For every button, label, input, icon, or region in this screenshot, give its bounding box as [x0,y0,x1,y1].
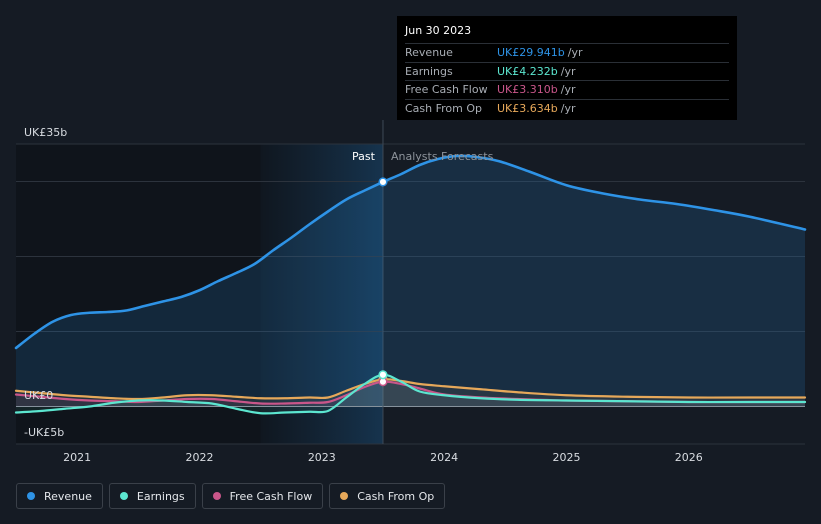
legend-label: Free Cash Flow [229,489,313,503]
x-tick-label: 2022 [185,451,213,464]
cfo-line [14,378,807,401]
earnings-marker [378,370,388,380]
highlight-region [260,144,383,444]
tooltip-value: UK£29.941b [497,46,565,60]
tooltip-label: Cash From Op [405,101,483,115]
revenue-marker [378,177,388,187]
legend-revenue[interactable]: Revenue [16,483,103,509]
series-lines [14,154,807,415]
legend: Revenue Earnings Free Cash Flow Cash Fro… [16,483,446,509]
y-tick-label: -UK£5b [24,426,64,439]
y-tick-label: UK£0 [24,389,53,402]
forecast-label: Analysts Forecasts [391,150,494,163]
fcf-dot-icon [212,492,221,500]
legend-earnings[interactable]: Earnings [108,483,196,509]
legend-cash-from-op[interactable]: Cash From Op [329,483,446,509]
cfo-dot-icon [340,492,349,500]
axis-labels: UK£35b UK£0 -UK£5b 2021 2022 2023 2024 2025 2026… [24,126,703,464]
tooltip-unit: /yr [560,83,576,97]
x-tick-label: 2024 [430,451,458,464]
tooltip-unit: /yr [560,101,576,115]
markers [378,177,388,387]
legend-label: Revenue [44,489,92,503]
x-tick-label: 2026 [675,451,703,464]
tooltip-row-fcf: Free Cash Flow UK£3.310b /yr [405,80,729,99]
tooltip-value: UK£3.310b [497,83,558,97]
tooltip-label: Earnings [405,64,453,78]
legend-free-cash-flow[interactable]: Free Cash Flow [201,483,324,509]
x-tick-label: 2025 [552,451,580,464]
tooltip: Jun 30 2023 Revenue UK£29.941b /yr Earni… [397,16,737,120]
tooltip-date: Jun 30 2023 [405,24,472,37]
past-label: Past [352,150,376,163]
x-tick-label: 2021 [63,451,91,464]
fcf-area [16,381,805,407]
revenue-dot-icon [27,492,35,500]
x-tick-label: 2023 [308,451,336,464]
tooltip-label: Revenue [405,46,453,60]
tooltip-value: UK£3.634b [497,101,558,115]
grid [16,120,805,445]
y-tick-label: UK£35b [24,126,67,139]
tooltip-unit: /yr [567,46,583,60]
tooltip-row-revenue: Revenue UK£29.941b /yr [405,43,729,62]
earnings-dot-icon [119,492,128,500]
tooltip-value: UK£4.232b [497,64,558,78]
earnings-line [14,373,807,415]
revenue-line [14,154,807,350]
legend-label: Earnings [136,489,185,503]
tooltip-label: Free Cash Flow [405,83,488,97]
legend-label: Cash From Op [357,489,435,503]
revenue-area [16,155,805,407]
tooltip-row-earnings: Earnings UK£4.232b /yr [405,61,729,81]
tooltip-unit: /yr [560,64,576,78]
tooltip-row-cfo: Cash From Op UK£3.634b /yr [405,98,729,118]
